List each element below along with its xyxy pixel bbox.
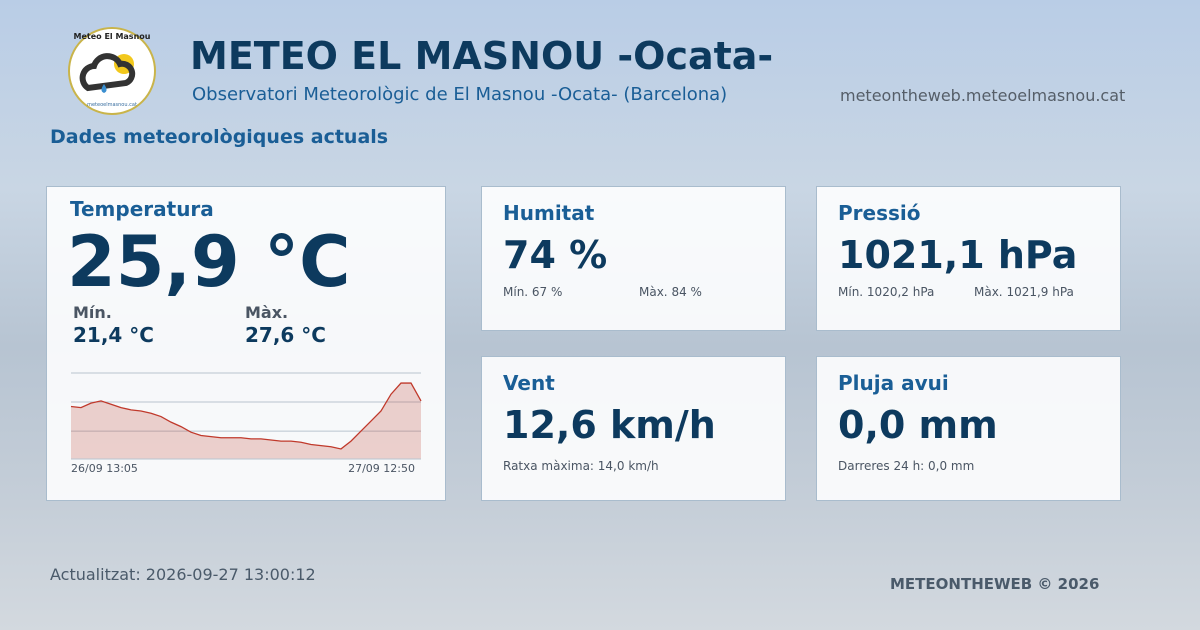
card: Humitat 74 % Mín. 67 % Màx. 84 %	[481, 186, 786, 331]
card: Vent 12,6 km/h Ratxa màxima: 14,0 km/h	[481, 356, 786, 501]
logo-top: Meteo El Masnou	[74, 32, 151, 41]
card-detail: Mín. 1020,2 hPa	[838, 285, 935, 299]
temperature-panel: Temperatura 25,9 °C Mín. 21,4 °C Màx. 27…	[46, 186, 446, 501]
card-detail: Darreres 24 h: 0,0 mm	[838, 459, 975, 473]
card: Pluja avui 0,0 mm Darreres 24 h: 0,0 mm	[816, 356, 1121, 501]
max-value: 27,6 °C	[245, 323, 326, 347]
x-start-label: 26/09 13:05	[71, 462, 138, 475]
brand: METEONTHEWEB © 2026	[890, 575, 1100, 593]
card: Pressió 1021,1 hPa Mín. 1020,2 hPa Màx. 102…	[816, 186, 1121, 331]
temperature-line	[70, 382, 422, 450]
temperature-value: 25,9 °C	[67, 221, 351, 303]
title: METEO EL MASNOU -Ocata-	[190, 34, 774, 78]
card-label: Pluja avui	[838, 371, 949, 395]
min-value: 21,4 °C	[73, 323, 154, 347]
card-value: 1021,1 hPa	[838, 233, 1078, 277]
card-detail: Mín. 67 %	[503, 285, 563, 299]
card-value: 0,0 mm	[838, 403, 998, 447]
card-label: Humitat	[503, 201, 595, 225]
card-detail: Ratxa màxima: 14,0 km/h	[503, 459, 659, 473]
logo: Meteo El Masnou meteoelmasnou.cat	[68, 27, 156, 115]
x-end-label: 27/09 12:50	[348, 462, 415, 475]
temperature-label: Temperatura	[70, 197, 214, 221]
card-label: Pressió	[838, 201, 921, 225]
card-value: 12,6 km/h	[503, 403, 716, 447]
card-value: 74 %	[503, 233, 608, 277]
updated: Actualitzat: 2026-09-27 13:00:12	[50, 565, 316, 584]
section-title: Dades meteorològiques actuals	[50, 126, 389, 148]
card-detail: Màx. 1021,9 hPa	[974, 285, 1074, 299]
temperature-chart: 26/09 13:05 27/09 12:50	[70, 372, 422, 475]
max-label: Màx.	[245, 303, 289, 322]
subtitle: Observatori Meteorològic de El Masnou -O…	[192, 84, 728, 105]
temperature-area	[71, 383, 421, 459]
card-label: Vent	[503, 371, 555, 395]
logo-bottom: meteoelmasnou.cat	[87, 102, 137, 108]
website: meteontheweb.meteoelmasnou.cat	[840, 86, 1126, 105]
min-label: Mín.	[73, 303, 112, 322]
card-detail: Màx. 84 %	[639, 285, 702, 299]
